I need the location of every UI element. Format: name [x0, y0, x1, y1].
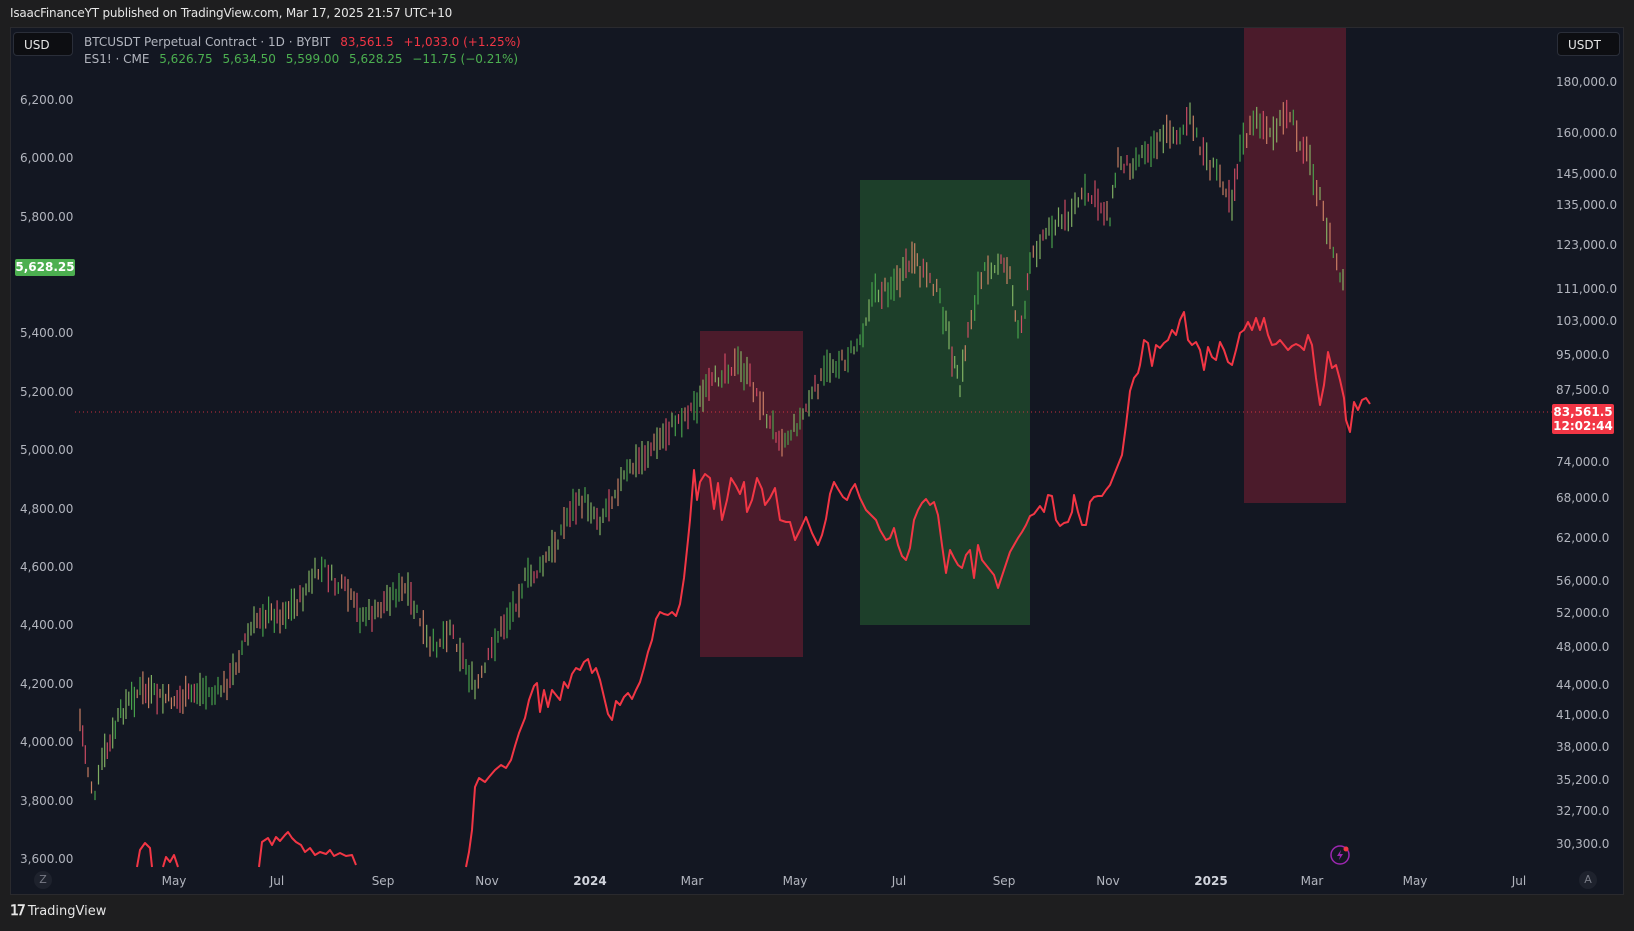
es-close: 5,628.25	[349, 52, 403, 66]
zoom-button[interactable]: Z	[34, 871, 52, 889]
time-axis-label: Jul	[269, 874, 285, 888]
right-axis-tick: 74,000.0	[1556, 455, 1610, 469]
time-axis-label: 2025	[1194, 874, 1228, 888]
left-axis-tick: 4,800.00	[20, 502, 74, 516]
footer-brand: TradingView	[27, 903, 107, 919]
left-axis-tick: 5,800.00	[20, 210, 74, 224]
right-axis-tick: 68,000.0	[1556, 491, 1610, 505]
es-bars	[79, 99, 1344, 801]
red-zone-2[interactable]	[1244, 28, 1346, 503]
btc-line	[136, 311, 1371, 868]
left-axis-tick: 5,200.00	[20, 385, 74, 399]
right-axis-tick: 145,000.0	[1556, 167, 1618, 181]
right-axis-tick: 111,000.0	[1556, 282, 1618, 296]
time-axis-label: Mar	[1300, 874, 1324, 888]
btc-price-badge: 83,561.5 12:02:44	[1552, 404, 1614, 434]
btc-change: +1,033.0 (+1.25%)	[403, 35, 521, 49]
time-axis-label: 2024	[573, 874, 607, 888]
left-axis-tick: 5,000.00	[20, 443, 74, 457]
right-axis-tick: 38,000.0	[1556, 740, 1610, 754]
right-axis-tick: 30,300.0	[1556, 837, 1610, 851]
right-axis-tick: 95,000.0	[1556, 348, 1610, 362]
right-axis-tick: 160,000.0	[1556, 126, 1618, 140]
right-axis-tick: 35,200.0	[1556, 773, 1610, 787]
left-axis-tick: 4,400.00	[20, 618, 74, 632]
es-open: 5,626.75	[159, 52, 213, 66]
right-axis-tick: 52,000.0	[1556, 606, 1610, 620]
publisher-line: IsaacFinanceYT published on TradingView.…	[10, 6, 453, 20]
btc-symbol: BTCUSDT Perpetual Contract · 1D · BYBIT	[84, 35, 331, 49]
left-axis-tick: 3,600.00	[20, 852, 74, 866]
btc-last: 83,561.5	[340, 35, 394, 49]
right-axis-tick: 87,500.0	[1556, 383, 1610, 397]
time-axis-label: May	[782, 874, 808, 888]
time-axis-label: Mar	[680, 874, 704, 888]
green-zone[interactable]	[860, 180, 1030, 625]
es-high: 5,634.50	[222, 52, 276, 66]
left-axis-tick: 6,200.00	[20, 93, 74, 107]
time-axis-label: Nov	[475, 874, 499, 888]
right-axis-tick: 123,000.0	[1556, 238, 1618, 252]
chart-pane[interactable]	[10, 27, 1624, 895]
es-price-badge: 5,628.25	[15, 259, 75, 276]
time-axis-label: Jul	[1511, 874, 1527, 888]
right-axis-tick: 103,000.0	[1556, 314, 1618, 328]
alert-bolt-icon[interactable]	[1330, 845, 1350, 865]
btc-badge-countdown: 12:02:44	[1553, 419, 1613, 433]
es-low: 5,599.00	[285, 52, 340, 66]
right-axis-tick: 48,000.0	[1556, 640, 1610, 654]
time-axis-label: Jul	[891, 874, 907, 888]
legend: BTCUSDT Perpetual Contract · 1D · BYBIT …	[84, 34, 527, 68]
right-axis-tick: 135,000.0	[1556, 198, 1618, 212]
legend-es[interactable]: ES1! · CME 5,626.75 5,634.50 5,599.00 5,…	[84, 51, 527, 68]
footer: 𝟣𝟩 TradingView	[10, 903, 106, 919]
left-axis-tick: 4,200.00	[20, 677, 74, 691]
time-axis-label: Sep	[371, 874, 395, 888]
left-axis-tick: 6,000.00	[20, 151, 74, 165]
right-axis-tick: 180,000.0	[1556, 75, 1618, 89]
right-axis-tick: 44,000.0	[1556, 678, 1610, 692]
left-axis-tick: 4,600.00	[20, 560, 74, 574]
left-currency-button[interactable]: USD	[13, 32, 73, 56]
left-axis-tick: 5,400.00	[20, 326, 74, 340]
tradingview-logo-icon: 𝟣𝟩	[10, 903, 26, 919]
time-axis-label: May	[161, 874, 187, 888]
time-axis-label: Nov	[1096, 874, 1120, 888]
time-axis-label: May	[1402, 874, 1428, 888]
right-currency-button[interactable]: USDT	[1557, 32, 1620, 56]
es-change: −11.75 (−0.21%)	[412, 52, 519, 66]
legend-btc[interactable]: BTCUSDT Perpetual Contract · 1D · BYBIT …	[84, 34, 527, 51]
right-axis-tick: 41,000.0	[1556, 708, 1610, 722]
left-axis-tick: 3,800.00	[20, 794, 74, 808]
right-axis-tick: 62,000.0	[1556, 531, 1610, 545]
es-symbol: ES1! · CME	[84, 52, 150, 66]
btc-badge-price: 83,561.5	[1553, 405, 1613, 419]
right-axis-tick: 32,700.0	[1556, 804, 1610, 818]
auto-scale-button[interactable]: A	[1579, 871, 1597, 889]
left-axis-tick: 4,000.00	[20, 735, 74, 749]
right-axis-tick: 56,000.0	[1556, 574, 1610, 588]
time-axis-label: Sep	[992, 874, 1016, 888]
